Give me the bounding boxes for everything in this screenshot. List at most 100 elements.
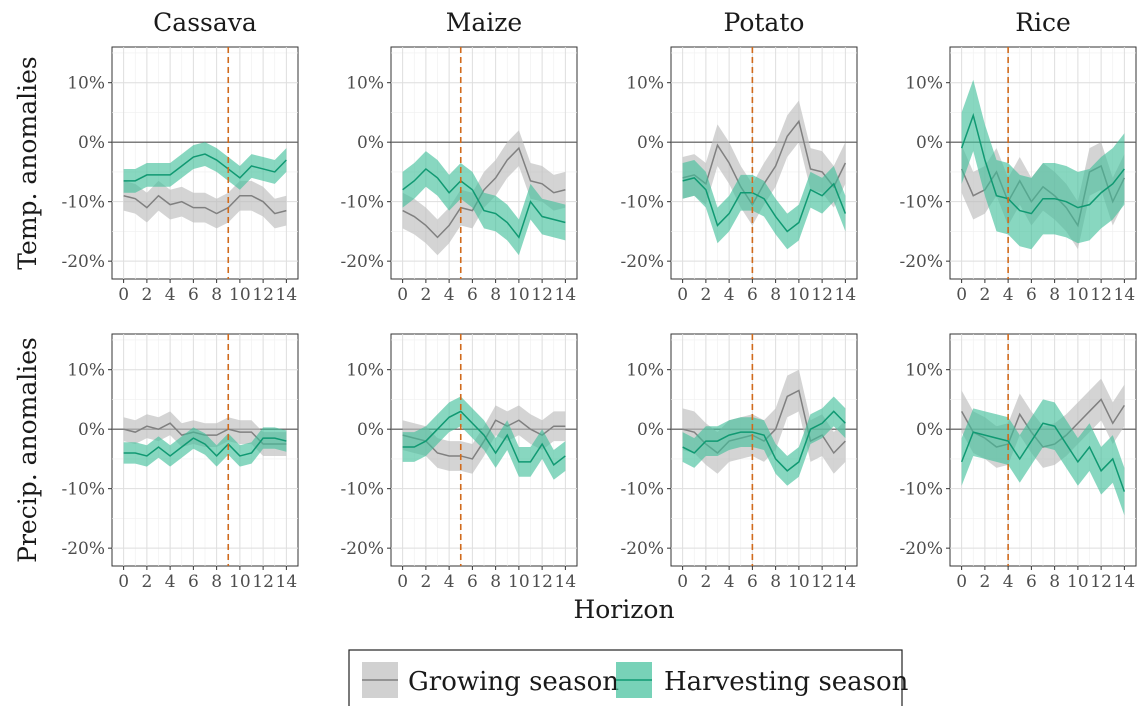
- harvesting-season-ribbon: [682, 160, 846, 250]
- y-tick-label: 10%: [346, 361, 384, 381]
- y-tick-label: 0%: [78, 420, 105, 440]
- x-tick-label: 10: [788, 572, 810, 592]
- harvesting-season-line: [123, 153, 287, 182]
- facet-title-rice: Rice: [1015, 8, 1071, 37]
- x-tick-label: 10: [788, 285, 810, 305]
- x-tick-label: 10: [229, 572, 251, 592]
- legend-label-growing-season: Growing season: [408, 667, 619, 697]
- x-tick-label: 2: [420, 285, 431, 305]
- x-tick-label: 10: [1067, 285, 1089, 305]
- growing-season-ribbon: [682, 100, 846, 226]
- harvesting-season-line: [402, 167, 566, 239]
- harvesting-season-ribbon: [123, 142, 287, 193]
- y-tick-label: -10%: [340, 480, 384, 500]
- x-tick-label: 2: [979, 285, 990, 305]
- facet-title-cassava: Cassava: [153, 8, 257, 37]
- x-tick-label: 6: [467, 572, 478, 592]
- y-tick-label: -10%: [61, 480, 105, 500]
- harvesting-season-line: [960, 112, 1125, 215]
- x-tick-label: 0: [956, 572, 967, 592]
- x-tick-label: 12: [531, 572, 553, 592]
- y-tick-label: -20%: [899, 539, 943, 559]
- x-tick-label: 6: [188, 572, 199, 592]
- panel-cassava-precip: 0 2 4 6 8 10 12 14 10% 0% -10% -20%: [61, 333, 299, 592]
- x-tick-label: 14: [835, 572, 857, 592]
- harvesting-season-ribbon: [123, 427, 287, 467]
- x-tick-label: 6: [747, 285, 758, 305]
- x-tick-label: 0: [956, 285, 967, 305]
- x-tick-label: 10: [229, 285, 251, 305]
- y-tick-label: 10%: [626, 74, 664, 94]
- panel-cassava-temp: 0 2 4 6 8 10 12 14 10% 0% -10% -20% Cassava: [61, 8, 299, 305]
- x-tick-label: 6: [1026, 285, 1037, 305]
- y-tick-label: -10%: [620, 480, 664, 500]
- panel-potato-precip: 0 2 4 6 8 10 12 14 10% 0% -10% -20%: [620, 333, 858, 592]
- legend-label-harvesting-season: Harvesting season: [664, 667, 909, 697]
- x-tick-label: 4: [165, 572, 176, 592]
- y-tick-label: -20%: [61, 539, 105, 559]
- y-tick-label: 0%: [637, 420, 664, 440]
- x-tick-label: 12: [1090, 572, 1112, 592]
- panel-rice-precip: 0 2 4 6 8 10 12 14 10% 0% -10% -20%: [899, 333, 1137, 592]
- y-tick-label: 0%: [916, 133, 943, 153]
- y-tick-label: -20%: [899, 252, 943, 272]
- x-tick-label: 12: [1090, 285, 1112, 305]
- harvesting-season-ribbon: [961, 399, 1125, 516]
- x-tick-label: 2: [700, 285, 711, 305]
- y-tick-label: 10%: [67, 361, 105, 381]
- legend: Growing season Harvesting season: [348, 649, 909, 706]
- x-tick-label: 2: [141, 285, 152, 305]
- growing-season-line: [123, 194, 287, 215]
- x-tick-label: 0: [677, 572, 688, 592]
- y-tick-label: -10%: [61, 193, 105, 213]
- x-tick-label: 14: [1114, 285, 1136, 305]
- growing-season-line: [402, 146, 566, 239]
- x-tick-label: 10: [508, 285, 530, 305]
- y-tick-label: -20%: [61, 252, 105, 272]
- x-tick-label: 2: [420, 572, 431, 592]
- y-tick-label: 10%: [67, 74, 105, 94]
- growing-season-ribbon: [123, 180, 287, 229]
- y-tick-label: 0%: [357, 133, 384, 153]
- panel-maize-temp: 0 2 4 6 8 10 12 14 10% 0% -10% -20% Maize: [340, 8, 578, 305]
- x-tick-label: 12: [531, 285, 553, 305]
- x-tick-label: 6: [1026, 572, 1037, 592]
- harvesting-season-ribbon: [402, 396, 566, 480]
- y-tick-label: -20%: [620, 539, 664, 559]
- x-tick-label: 14: [835, 285, 857, 305]
- facet-title-potato: Potato: [724, 8, 805, 37]
- x-tick-label: 8: [1049, 285, 1060, 305]
- x-tick-label: 12: [252, 285, 274, 305]
- facet-title-maize: Maize: [446, 8, 522, 37]
- x-tick-label: 0: [118, 285, 129, 305]
- x-tick-label: 0: [118, 572, 129, 592]
- x-tick-label: 2: [141, 572, 152, 592]
- x-tick-label: 8: [770, 285, 781, 305]
- x-tick-label: 12: [252, 572, 274, 592]
- x-tick-label: 4: [165, 285, 176, 305]
- x-tick-label: 0: [397, 285, 408, 305]
- y-tick-label: 0%: [357, 420, 384, 440]
- harvesting-season-line: [402, 410, 566, 466]
- x-tick-label: 4: [444, 572, 455, 592]
- x-tick-label: 8: [211, 572, 222, 592]
- x-tick-label: 14: [555, 285, 577, 305]
- x-tick-label: 10: [1067, 572, 1089, 592]
- x-tick-label: 2: [979, 572, 990, 592]
- x-tick-label: 12: [811, 285, 833, 305]
- x-tick-label: 6: [467, 285, 478, 305]
- row-label-temp: Temp. anomalies: [13, 56, 42, 269]
- harvesting-season-ribbon: [682, 396, 846, 486]
- harvesting-season-ribbon: [402, 151, 566, 256]
- harvesting-season-line: [123, 437, 287, 458]
- x-tick-label: 10: [508, 572, 530, 592]
- y-tick-label: 10%: [905, 361, 943, 381]
- x-tick-label: 8: [490, 572, 501, 592]
- y-tick-label: -20%: [620, 252, 664, 272]
- x-axis-title: Horizon: [573, 595, 674, 624]
- x-tick-label: 6: [747, 572, 758, 592]
- y-tick-label: 10%: [346, 74, 384, 94]
- y-tick-label: 10%: [905, 74, 943, 94]
- x-tick-label: 14: [276, 572, 298, 592]
